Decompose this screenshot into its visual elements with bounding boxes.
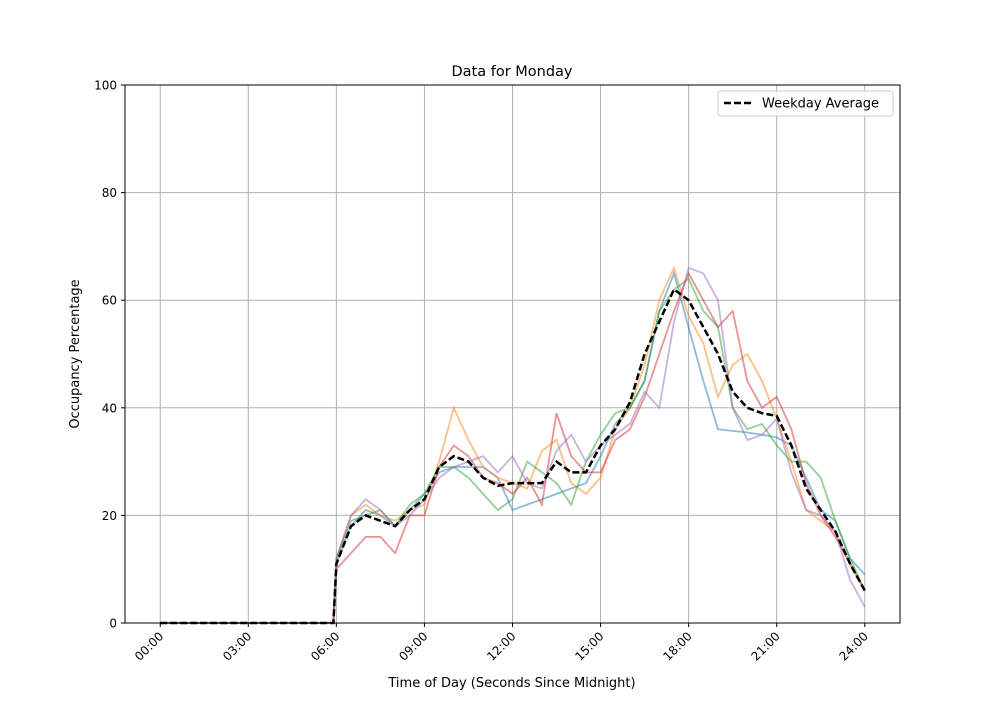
x-tick-label: 21:00 xyxy=(748,629,782,663)
series-line-0 xyxy=(160,270,866,624)
ticks: 00:00 03:00 06:00 09:00 12:00 15:00 18:00 21:00… xyxy=(94,79,871,664)
x-tick-label: 15:00 xyxy=(572,629,606,663)
y-tick-label: 60 xyxy=(102,294,117,308)
x-tick-label: 03:00 xyxy=(220,629,254,663)
legend-label-average: Weekday Average xyxy=(762,97,879,112)
y-tick-label: 80 xyxy=(102,186,117,200)
legend: Weekday Average xyxy=(717,90,894,117)
x-axis-label: Time of Day (Seconds Since Midnight) xyxy=(387,676,635,691)
series-lines xyxy=(160,265,866,625)
x-tick-label: 09:00 xyxy=(396,629,430,663)
series-line-1 xyxy=(160,265,866,624)
x-tick-label: 18:00 xyxy=(660,629,694,663)
y-tick-label: 40 xyxy=(102,401,117,415)
x-tick-label: 12:00 xyxy=(484,629,518,663)
average-line xyxy=(160,287,866,625)
y-axis-label: Occupancy Percentage xyxy=(68,279,83,428)
y-tick-label: 100 xyxy=(94,79,117,93)
chart-title: Data for Monday xyxy=(451,64,572,80)
x-tick-label: 06:00 xyxy=(308,629,342,663)
series-line-4 xyxy=(160,266,866,624)
y-tick-label: 20 xyxy=(102,509,117,523)
x-tick-label: 24:00 xyxy=(837,629,871,663)
y-tick-label: 0 xyxy=(109,617,117,631)
x-tick-label: 00:00 xyxy=(132,629,166,663)
grid xyxy=(125,84,900,624)
